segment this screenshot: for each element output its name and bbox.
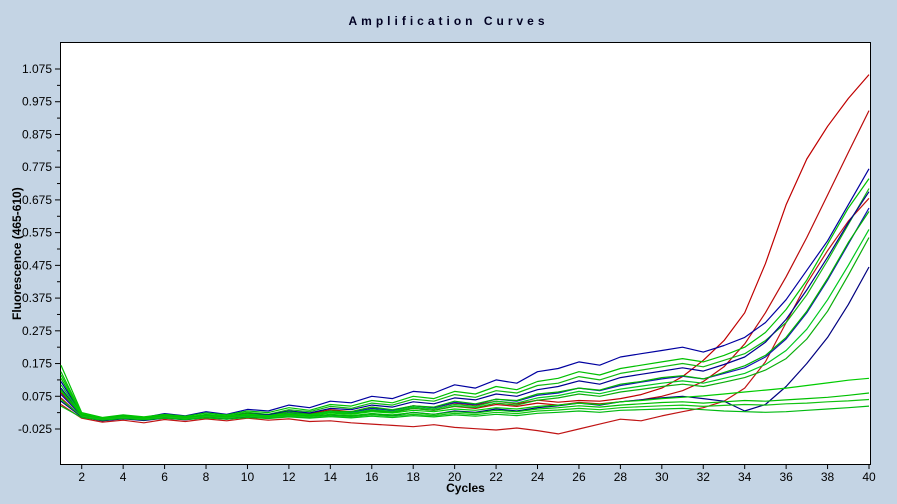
y-tick-label: 0.375 [22, 291, 52, 305]
x-tick-label: 20 [448, 470, 462, 484]
y-tick-label: 0.775 [22, 160, 52, 174]
chart-title: Amplification Curves [348, 14, 549, 28]
curve-green-7[interactable] [60, 389, 870, 420]
curve-green-3[interactable] [60, 211, 870, 421]
x-tick-label: 10 [241, 470, 255, 484]
x-tick-label: 38 [821, 470, 835, 484]
x-axis-title: Cycles [446, 481, 485, 495]
x-tick-label: 2 [78, 470, 85, 484]
y-tick-label: 1.075 [22, 62, 52, 76]
curve-red-1[interactable] [60, 74, 870, 421]
curve-green-8[interactable] [60, 398, 870, 421]
curve-blue-1[interactable] [60, 168, 870, 419]
x-tick-label: 22 [489, 470, 503, 484]
y-tick-label: 0.675 [22, 193, 52, 207]
x-tick-label: 12 [282, 470, 296, 484]
y-tick-label: 0.475 [22, 258, 52, 272]
y-tick-label: 0.875 [22, 127, 52, 141]
plot-area[interactable]: Fluorescence (465-610) 1.075 0.975 0.875 0.… [10, 42, 876, 495]
x-tick-label: 6 [161, 470, 168, 484]
x-tick-label: 8 [203, 470, 210, 484]
x-tick-label: 40 [862, 470, 876, 484]
y-tick-label: 0.975 [22, 95, 52, 109]
curve-green-1[interactable] [60, 178, 870, 419]
curve-green-9[interactable] [60, 405, 870, 421]
curve-red-2[interactable] [60, 110, 870, 422]
curve-green-6[interactable] [60, 374, 870, 419]
x-tick-label: 30 [655, 470, 669, 484]
y-tick-label: 0.075 [22, 389, 52, 403]
amplification-curves-canvas[interactable]: 1.075 0.975 0.875 0.775 0.675 0.575 0.475 0.375… [18, 43, 876, 484]
x-tick-label: 26 [572, 470, 586, 484]
y-tick-label: 0.175 [22, 357, 52, 371]
x-tick-label: 28 [614, 470, 628, 484]
x-tick-label: 14 [324, 470, 338, 484]
curve-red-3[interactable] [60, 197, 870, 435]
x-tick-label: 18 [407, 470, 421, 484]
y-tick-label: -0.025 [18, 422, 52, 436]
x-tick-label: 36 [779, 470, 793, 484]
x-tick-label: 24 [531, 470, 545, 484]
x-tick-label: 32 [697, 470, 711, 484]
x-tick-label: 16 [365, 470, 379, 484]
y-tick-label: 0.575 [22, 226, 52, 240]
curve-blue-4[interactable] [60, 266, 870, 422]
x-tick-label: 4 [120, 470, 127, 484]
y-tick-label: 0.275 [22, 324, 52, 338]
curve-blue-3[interactable] [60, 207, 870, 421]
x-tick-label: 34 [738, 470, 752, 484]
